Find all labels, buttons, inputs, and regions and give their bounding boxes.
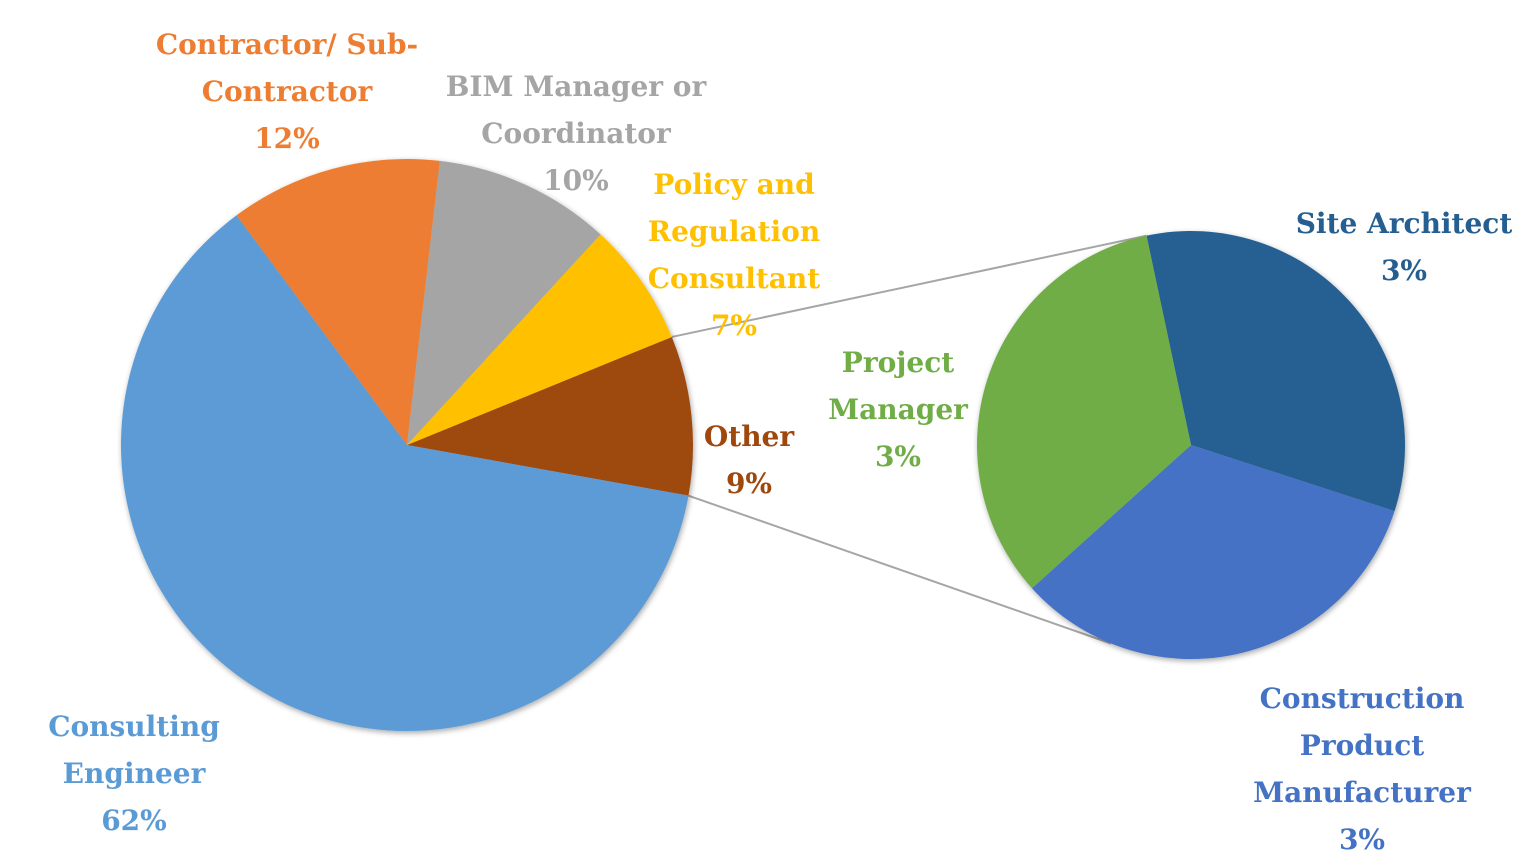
secondary-pie [977, 231, 1406, 659]
slice-construction-product-manufacturer [1031, 445, 1395, 659]
slice-contractor-sub-contractor [236, 159, 440, 445]
slice-bim-manager-or-coordinator [407, 160, 601, 445]
main-pie [121, 159, 694, 731]
connector-lines [671, 234, 1147, 645]
label-contractor-sub-contractor: Contractor/ Sub-Contractor 12% [156, 28, 418, 155]
label-consulting-engineer: Consulting Engineer 62% [48, 710, 220, 837]
label-policy-and-regulation-consultant: Policy and Regulation Consultant 7% [648, 168, 821, 342]
slice-project-manager [977, 235, 1191, 589]
label-construction-product-manufacturer: Construction Product Manufacturer 3% [1253, 682, 1472, 856]
connector-line-bottom [688, 494, 1112, 645]
slice-other [407, 336, 694, 496]
slice-policy-and-regulation-consultant [407, 234, 672, 445]
label-other: Other 9% [704, 420, 795, 500]
data-labels: Consulting Engineer 62% Contractor/ Sub-Con… [48, 28, 1512, 856]
connector-line-top [671, 234, 1147, 338]
slice-site-architect [1146, 231, 1406, 512]
label-bim-manager-or-coordinator: BIM Manager or Coordinator 10% [446, 70, 708, 197]
label-site-architect: Site Architect 3% [1296, 207, 1513, 287]
label-project-manager: Project Manager 3% [828, 346, 969, 473]
slice-consulting-engineer [121, 215, 689, 731]
